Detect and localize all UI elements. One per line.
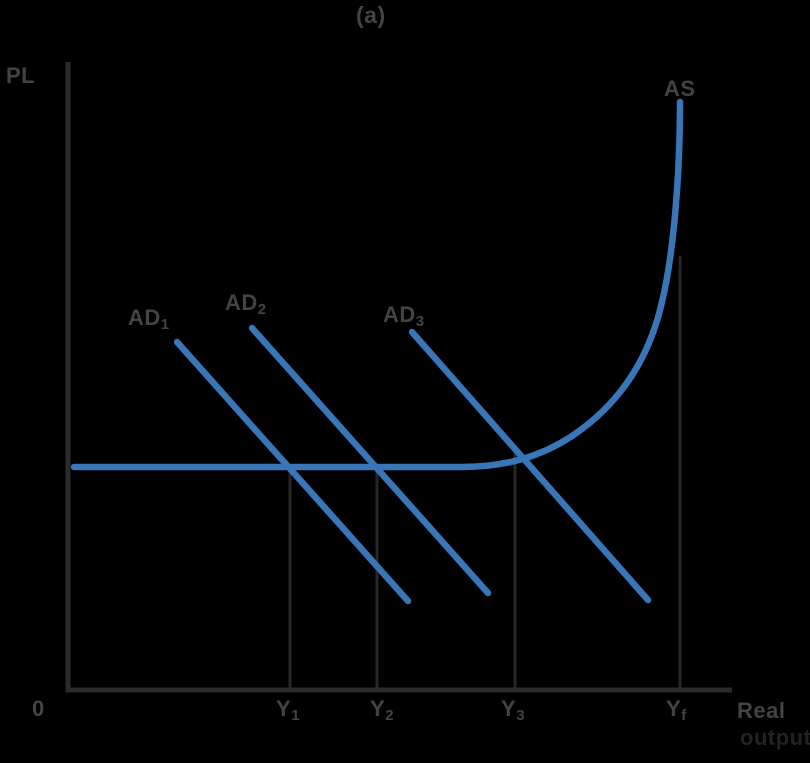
origin-label: 0 [32, 696, 45, 721]
ad1-curve-label: AD1 [128, 305, 170, 333]
x-tick-y2: Y2 [370, 696, 394, 724]
x-axis-label-line1: Real [737, 698, 786, 723]
x-tick-y1: Y1 [276, 696, 300, 724]
y-axis-label: PL [6, 63, 36, 88]
ad2-curve [248, 324, 492, 597]
ad3-curve [408, 328, 652, 604]
ad3-curve-label: AD3 [383, 302, 425, 330]
x-axis-label-line2: output [740, 725, 810, 750]
chart-title: (a) [356, 2, 386, 28]
as-curve [70, 98, 684, 471]
x-tick-yf: Yf [666, 696, 687, 724]
as-curve-label: AS [664, 76, 696, 101]
x-tick-y3: Y3 [501, 696, 525, 724]
ad1-curve [173, 338, 412, 605]
ad2-curve-label: AD2 [225, 290, 267, 318]
